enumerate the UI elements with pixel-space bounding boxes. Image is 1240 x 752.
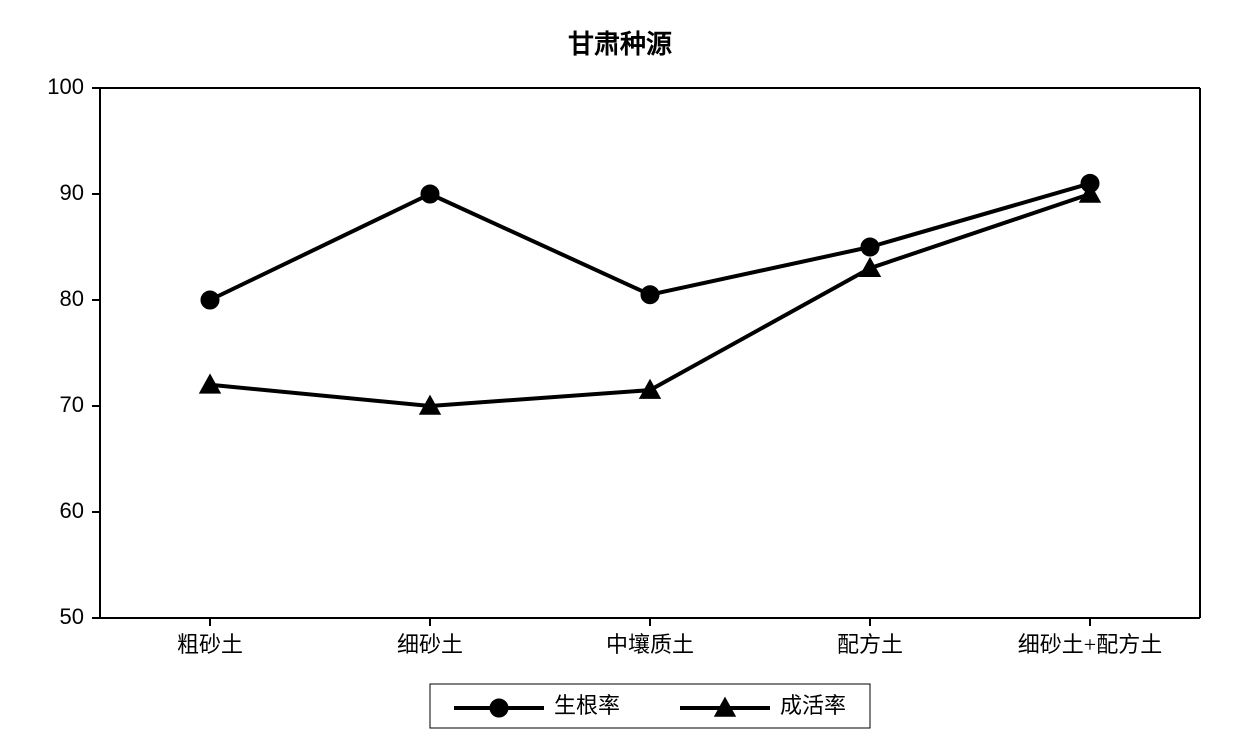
y-tick-label: 80 [60,286,84,311]
series-circle [201,174,1099,309]
x-category-label: 配方土 [837,632,903,657]
legend-item: 生根率 [454,693,620,718]
legend-label: 生根率 [554,693,620,718]
x-category-label: 粗砂土 [177,632,243,657]
chart-title: 甘肃种源 [0,24,1240,61]
chart-container: 甘肃种源 50 60 70 80 90 100 粗砂土 细砂土 中壤质土 配方土 细砂土+配方土生根… [0,0,1240,752]
x-category-label: 细砂土 [397,632,463,657]
y-tick-label: 60 [60,498,84,523]
legend-label: 成活率 [780,693,846,718]
y-tick-label: 50 [60,604,84,629]
line-chart: 50 60 70 80 90 100 粗砂土 细砂土 中壤质土 配方土 细砂土+配方土生根率 成活率 [0,0,1240,752]
x-category-label: 细砂土+配方土 [1018,632,1162,657]
x-category-label: 中壤质土 [606,632,694,657]
y-tick-label: 70 [60,392,84,417]
y-tick-label: 90 [60,180,84,205]
y-tick-label: 100 [47,74,84,99]
legend-item: 成活率 [680,693,846,718]
